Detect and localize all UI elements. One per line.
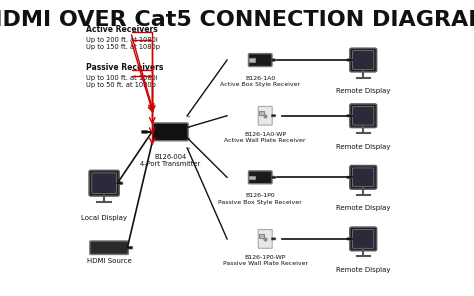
Text: B126-1A0
Active Box Style Receiver: B126-1A0 Active Box Style Receiver: [220, 76, 301, 87]
FancyBboxPatch shape: [353, 229, 374, 248]
Text: HDMI Source: HDMI Source: [87, 258, 131, 264]
Text: Remote Display: Remote Display: [336, 267, 391, 273]
FancyBboxPatch shape: [92, 173, 117, 194]
FancyBboxPatch shape: [350, 227, 376, 251]
Polygon shape: [118, 182, 123, 184]
FancyBboxPatch shape: [90, 241, 128, 255]
Text: B126-1P0
Passive Box Style Receiver: B126-1P0 Passive Box Style Receiver: [219, 194, 302, 205]
Text: Remote Display: Remote Display: [336, 205, 391, 211]
Text: Up to 200 ft. at 1080i
Up to 150 ft. at 1080p: Up to 200 ft. at 1080i Up to 150 ft. at …: [86, 37, 160, 50]
FancyBboxPatch shape: [350, 104, 376, 128]
Text: B126-1A0-WP
Active Wall Plate Receiver: B126-1A0-WP Active Wall Plate Receiver: [225, 132, 306, 143]
Text: Passive Receivers: Passive Receivers: [86, 63, 163, 72]
Text: Active Receivers: Active Receivers: [86, 25, 157, 34]
FancyBboxPatch shape: [249, 58, 255, 62]
Text: HDMI OVER Cat5 CONNECTION DIAGRAM: HDMI OVER Cat5 CONNECTION DIAGRAM: [0, 10, 474, 30]
Polygon shape: [271, 176, 276, 178]
Polygon shape: [347, 115, 352, 117]
FancyBboxPatch shape: [258, 229, 272, 248]
Polygon shape: [141, 131, 147, 133]
Polygon shape: [347, 238, 352, 240]
Polygon shape: [272, 115, 276, 117]
FancyBboxPatch shape: [353, 168, 374, 187]
Polygon shape: [128, 246, 133, 249]
FancyBboxPatch shape: [353, 51, 374, 70]
FancyBboxPatch shape: [258, 106, 272, 125]
Polygon shape: [347, 176, 352, 178]
Text: Remote Display: Remote Display: [336, 88, 391, 94]
FancyBboxPatch shape: [89, 170, 119, 196]
Text: Up to 100 ft. at 1080i
Up to 50 ft. at 1080p: Up to 100 ft. at 1080i Up to 50 ft. at 1…: [86, 75, 157, 88]
FancyBboxPatch shape: [248, 171, 272, 184]
FancyBboxPatch shape: [350, 48, 376, 72]
FancyBboxPatch shape: [153, 123, 188, 141]
FancyBboxPatch shape: [248, 54, 272, 67]
FancyBboxPatch shape: [353, 106, 374, 125]
Polygon shape: [347, 59, 352, 61]
Text: B126-1P0-WP
Passive Wall Plate Receiver: B126-1P0-WP Passive Wall Plate Receiver: [223, 255, 308, 266]
Polygon shape: [272, 238, 276, 240]
FancyBboxPatch shape: [259, 111, 264, 115]
FancyBboxPatch shape: [259, 234, 264, 238]
FancyBboxPatch shape: [350, 165, 376, 189]
FancyBboxPatch shape: [249, 176, 255, 179]
Text: Remote Display: Remote Display: [336, 144, 391, 149]
Text: B126-004
4-Port Transmitter: B126-004 4-Port Transmitter: [140, 154, 201, 167]
Text: Local Display: Local Display: [81, 215, 127, 221]
Polygon shape: [271, 59, 276, 61]
